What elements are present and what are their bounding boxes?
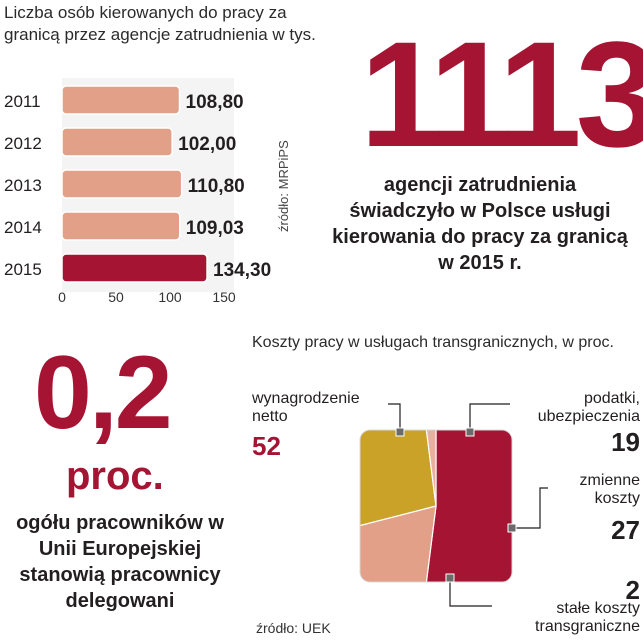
bar-value-label: 134,30	[213, 260, 271, 281]
pie-slice	[360, 505, 437, 582]
bar-value-label: 110,80	[188, 176, 245, 197]
pie-label-netto-text: wynagrodzenie netto	[252, 390, 360, 425]
bar-category-label: 2011	[4, 92, 41, 111]
pie-leader-line	[469, 403, 510, 432]
bar-category-label: 2014	[4, 218, 42, 237]
pie-leader-line	[388, 403, 401, 432]
bar	[61, 85, 181, 115]
bar-value-label: 102,00	[178, 134, 236, 155]
pie-value-netto: 52	[252, 431, 281, 461]
percent-number: 0,2	[34, 335, 173, 451]
pie-frame	[359, 429, 513, 583]
bar-chart-title: Liczba osób kierowanych do pracy za gran…	[4, 3, 316, 44]
pie-leader-marker	[395, 427, 405, 437]
bar	[61, 253, 208, 283]
pie-value-zmienne: 27	[611, 515, 640, 545]
bar-category-label: 2015	[4, 260, 42, 279]
bar-axis-tick: 0	[58, 289, 66, 305]
bar-category-label: 2013	[4, 176, 42, 195]
pie-leader-line	[512, 487, 548, 529]
bar-category-label: 2012	[4, 134, 42, 153]
pie-slice	[360, 430, 437, 545]
pie-leader-marker	[465, 427, 475, 437]
pie-slice	[416, 430, 512, 582]
bar	[61, 169, 183, 199]
headline-number: 1113	[360, 10, 643, 178]
pie-label-stale: stałe koszty transgraniczne	[535, 600, 640, 635]
pie-slice	[416, 430, 437, 507]
pie-label-zmienne: zmienne koszty	[579, 472, 640, 507]
bar-axis-tick: 100	[158, 289, 182, 305]
pie-label-netto: wynagrodzenie netto	[252, 390, 392, 426]
bar	[61, 127, 173, 157]
pie-chart-title: Koszty pracy w usługach transgranicznych…	[252, 334, 614, 351]
bar-axis-tick: 150	[212, 289, 236, 305]
pie-label-podatki: podatki, ubezpieczenia	[537, 390, 640, 425]
percent-unit: proc.	[66, 454, 164, 498]
percent-caption: ogółu pracowników w Unii Europejskiej st…	[16, 512, 224, 612]
pie-value-stale: 2	[625, 575, 640, 605]
headline-caption: agencji zatrudnienia świadczyło w Polsce…	[332, 174, 628, 274]
bar-value-label: 109,03	[186, 218, 244, 239]
bar	[61, 211, 181, 241]
pie-leader-marker	[445, 573, 455, 583]
pie-chart-source: źródło: UEK	[256, 620, 331, 636]
bar-axis-tick: 50	[108, 289, 124, 305]
pie-leader-line	[449, 578, 492, 607]
pie-value-podatki: 19	[611, 427, 640, 457]
pie-leader-marker	[507, 523, 517, 533]
bar-value-label: 108,80	[186, 92, 244, 113]
